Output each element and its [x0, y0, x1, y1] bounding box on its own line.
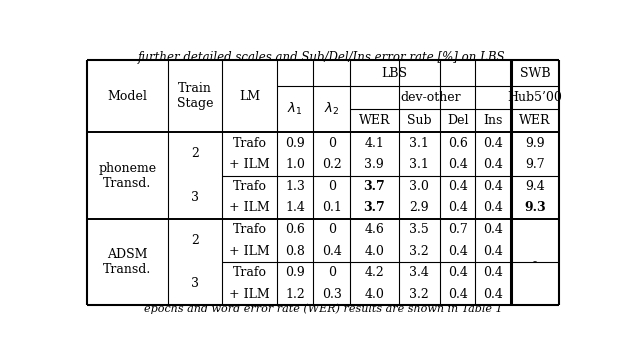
- Text: 0.6: 0.6: [448, 137, 467, 150]
- Text: 0.4: 0.4: [322, 244, 341, 257]
- Text: 0.7: 0.7: [448, 223, 467, 236]
- Text: 3: 3: [192, 277, 199, 290]
- Text: Model: Model: [107, 90, 147, 103]
- Text: 0.1: 0.1: [322, 201, 341, 215]
- Text: SWB: SWB: [520, 67, 551, 80]
- Text: 0.4: 0.4: [483, 158, 503, 171]
- Text: 0.4: 0.4: [448, 288, 467, 301]
- Text: 0.4: 0.4: [448, 244, 467, 257]
- Text: Trafo: Trafo: [232, 180, 266, 193]
- Text: 0.4: 0.4: [448, 180, 467, 193]
- Text: epochs and word error rate (WER) results are shown in Table 1: epochs and word error rate (WER) results…: [144, 304, 502, 314]
- Text: 0.4: 0.4: [483, 288, 503, 301]
- Text: 0.8: 0.8: [285, 244, 305, 257]
- Text: 4.0: 4.0: [364, 244, 384, 257]
- Text: Sub: Sub: [407, 114, 432, 127]
- Text: 1.2: 1.2: [285, 288, 305, 301]
- Text: Trafo: Trafo: [232, 223, 266, 236]
- Text: 1.3: 1.3: [285, 180, 305, 193]
- Text: WER: WER: [358, 114, 390, 127]
- Text: 1.4: 1.4: [285, 201, 305, 215]
- Text: 2: 2: [192, 148, 199, 161]
- Text: Train
Stage: Train Stage: [177, 82, 214, 110]
- Text: 4.1: 4.1: [364, 137, 384, 150]
- Text: 0.4: 0.4: [483, 223, 503, 236]
- Text: 0.4: 0.4: [483, 201, 503, 215]
- Text: 3.9: 3.9: [364, 158, 384, 171]
- Text: 0.6: 0.6: [285, 223, 305, 236]
- Text: 1.0: 1.0: [285, 158, 305, 171]
- Text: 9.4: 9.4: [525, 180, 545, 193]
- Text: 2: 2: [192, 234, 199, 247]
- Text: 0: 0: [328, 137, 336, 150]
- Text: 9.9: 9.9: [525, 137, 545, 150]
- Text: 3: 3: [192, 190, 199, 204]
- Text: 0.4: 0.4: [483, 244, 503, 257]
- Text: 2.9: 2.9: [410, 201, 429, 215]
- Text: dev-other: dev-other: [400, 91, 461, 104]
- Text: Trafo: Trafo: [232, 266, 266, 279]
- Text: + ILM: + ILM: [229, 244, 270, 257]
- Text: 9.7: 9.7: [525, 158, 545, 171]
- Text: 0.4: 0.4: [448, 201, 467, 215]
- Text: 4.2: 4.2: [364, 266, 384, 279]
- Text: 0.4: 0.4: [448, 266, 467, 279]
- Text: Trafo: Trafo: [232, 137, 266, 150]
- Text: WER: WER: [519, 114, 551, 127]
- Text: ADSM
Transd.: ADSM Transd.: [103, 248, 151, 276]
- Text: 0.9: 0.9: [285, 137, 305, 150]
- Text: 3.1: 3.1: [410, 137, 429, 150]
- Text: 9.3: 9.3: [524, 201, 546, 215]
- Text: 0.3: 0.3: [322, 288, 341, 301]
- Text: 0.4: 0.4: [483, 137, 503, 150]
- Text: LM: LM: [239, 90, 260, 103]
- Text: $\lambda_2$: $\lambda_2$: [324, 101, 340, 117]
- Text: 0: 0: [328, 266, 336, 279]
- Text: 3.1: 3.1: [410, 158, 429, 171]
- Text: $\lambda_1$: $\lambda_1$: [287, 101, 303, 117]
- Text: + ILM: + ILM: [229, 288, 270, 301]
- Text: 3.2: 3.2: [410, 288, 429, 301]
- Text: 3.0: 3.0: [410, 180, 429, 193]
- Text: 0.4: 0.4: [483, 266, 503, 279]
- Text: phoneme
Transd.: phoneme Transd.: [98, 162, 156, 189]
- Text: Hub5’00: Hub5’00: [508, 91, 563, 104]
- Text: 0: 0: [328, 223, 336, 236]
- Text: 0.9: 0.9: [285, 266, 305, 279]
- Text: 3.2: 3.2: [410, 244, 429, 257]
- Text: 0.4: 0.4: [448, 158, 467, 171]
- Text: 3.7: 3.7: [364, 180, 385, 193]
- Text: 3.5: 3.5: [410, 223, 429, 236]
- Text: Del: Del: [447, 114, 468, 127]
- Text: 3.4: 3.4: [410, 266, 429, 279]
- Text: 0: 0: [328, 180, 336, 193]
- Text: further detailed scales and Sub/Del/Ins error rate [%] on LBS.: further detailed scales and Sub/Del/Ins …: [137, 51, 508, 64]
- Text: 4.6: 4.6: [364, 223, 384, 236]
- Text: + ILM: + ILM: [229, 201, 270, 215]
- Text: 0.4: 0.4: [483, 180, 503, 193]
- Text: Ins: Ins: [483, 114, 503, 127]
- Text: 0.2: 0.2: [322, 158, 341, 171]
- Text: 3.7: 3.7: [364, 201, 385, 215]
- Text: LBS: LBS: [381, 67, 407, 80]
- Text: -: -: [533, 255, 537, 268]
- Text: + ILM: + ILM: [229, 158, 270, 171]
- Text: 4.0: 4.0: [364, 288, 384, 301]
